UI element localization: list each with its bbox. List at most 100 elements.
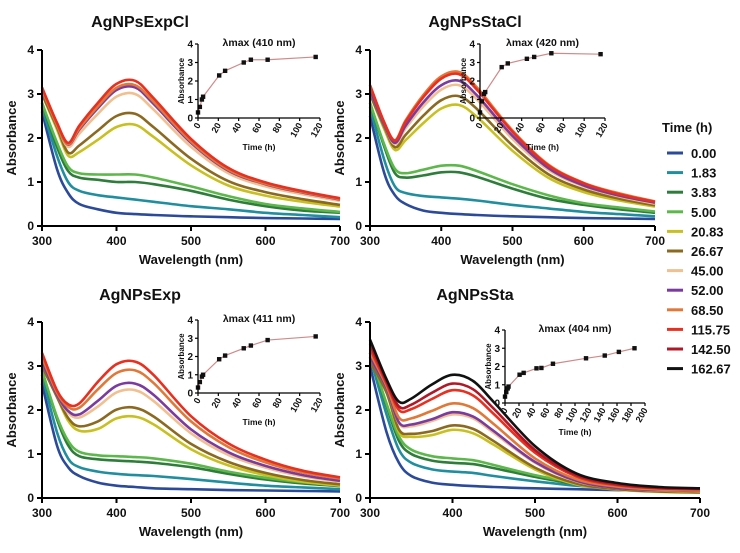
inset-x-tick-label: 60	[534, 121, 548, 135]
inset-point	[534, 366, 539, 371]
legend-item: 0.00	[667, 146, 716, 161]
legend-item: 20.83	[667, 224, 724, 239]
y-tick-label: 3	[355, 359, 362, 373]
inset-x-tick-label: 100	[573, 121, 589, 139]
x-tick-label: 300	[32, 506, 52, 520]
series-line-115.75	[368, 72, 656, 204]
inset-x-tick-label: 80	[554, 121, 568, 135]
legend-label: 68.50	[691, 303, 724, 318]
inset-line	[479, 52, 601, 113]
inset-point	[602, 353, 607, 358]
inset-point	[506, 384, 511, 389]
x-tick-label: 600	[574, 234, 594, 248]
x-tick-label: 500	[502, 234, 522, 248]
inset-x-tick-label: 120	[594, 121, 610, 139]
inset-point	[200, 372, 206, 377]
inset-y-tick-label: 0	[469, 114, 475, 125]
x-tick-label: 300	[360, 506, 380, 520]
inset-x-tick-label: 60	[250, 396, 264, 410]
x-tick-label: 700	[645, 234, 665, 248]
x-axis-label: Wavelength (nm)	[483, 524, 587, 539]
series-line-26.67	[40, 365, 341, 486]
series-line-20.83	[368, 93, 656, 208]
y-tick-label: 1	[355, 447, 362, 461]
y-axis-label: Absorbance	[4, 100, 19, 175]
panel-title: AgNPsStaCl	[428, 14, 521, 31]
series-line-5.00	[368, 102, 656, 213]
inset-y-label: Absorbance	[484, 343, 493, 390]
x-tick-label: 500	[525, 506, 545, 520]
series-line-0.00	[368, 365, 701, 493]
series-line-26.67	[368, 360, 701, 494]
inset-point	[583, 356, 589, 361]
inset-x-tick-label: 100	[288, 396, 304, 414]
inset-point	[504, 389, 509, 395]
y-tick-label: 3	[27, 87, 34, 101]
inset-y-tick-label: 2	[187, 352, 193, 363]
inset-y-tick-label: 3	[187, 58, 193, 69]
series-line-115.75	[40, 352, 341, 479]
x-tick-label: 300	[32, 234, 52, 248]
x-axis-label: Wavelength (nm)	[139, 252, 243, 267]
legend-label: 5.00	[691, 205, 716, 220]
x-tick-label: 300	[360, 234, 380, 248]
y-tick-label: 4	[355, 315, 362, 329]
legend-item: 162.67	[667, 362, 731, 377]
legend-label: 162.67	[691, 362, 731, 377]
y-tick-label: 4	[355, 43, 362, 57]
inset-point	[598, 51, 603, 57]
series-line-20.83	[40, 93, 341, 208]
y-tick-label: 2	[355, 403, 362, 417]
inset-point	[200, 94, 206, 99]
inset-x-tick-label: 120	[578, 406, 594, 424]
x-axis-label: Wavelength (nm)	[460, 252, 564, 267]
series-line-1.83	[368, 106, 656, 218]
inset-x-tick-label: 20	[492, 121, 506, 135]
series-line-45.00	[40, 89, 341, 203]
y-tick-label: 2	[27, 403, 34, 417]
inset-y-tick-label: 0	[494, 399, 500, 410]
inset-x-tick-label: 40	[230, 396, 244, 410]
series-line-0.00	[368, 115, 656, 221]
inset-x-tick-label: 40	[513, 121, 527, 135]
inset-x-tick-label: 20	[209, 121, 223, 135]
inset-title: λmax (420 nm)	[506, 37, 579, 49]
y-tick-label: 4	[27, 43, 34, 57]
legend-label: 45.00	[691, 264, 724, 279]
x-tick-label: 500	[181, 506, 201, 520]
inset-x-tick-label: 0	[499, 406, 510, 415]
series-line-1.83	[40, 106, 341, 219]
inset-point	[241, 346, 246, 351]
legend-label: 52.00	[691, 283, 724, 298]
series-line-26.67	[40, 93, 341, 207]
inset-x-tick-label: 0	[192, 121, 203, 130]
inset-x-label: Time (h)	[559, 427, 592, 437]
inset-y-label: Absorbance	[177, 57, 186, 104]
inset-x-tick-label: 20	[510, 406, 524, 420]
x-tick-label: 600	[255, 234, 275, 248]
legend-label: 0.00	[691, 146, 716, 161]
inset-y-tick-label: 3	[494, 344, 500, 355]
inset-y-label: Absorbance	[459, 57, 468, 104]
y-axis-label: Absorbance	[4, 372, 19, 447]
inset-x-tick-label: 40	[524, 406, 538, 420]
legend-item: 68.50	[667, 303, 724, 318]
legend-item: 142.50	[667, 342, 731, 357]
inset-y-tick-label: 4	[469, 40, 475, 51]
legend-label: 26.67	[691, 244, 724, 259]
series-line-26.67	[368, 93, 656, 207]
inset-point	[616, 349, 622, 355]
inset-point	[197, 379, 203, 385]
y-tick-label: 2	[355, 131, 362, 145]
inset-line	[197, 335, 316, 388]
inset-y-tick-label: 1	[494, 380, 500, 391]
inset-point	[499, 64, 504, 70]
inset-y-tick-label: 0	[187, 389, 193, 400]
inset-point	[265, 337, 270, 343]
x-tick-label: 500	[181, 234, 201, 248]
x-tick-label: 700	[330, 234, 350, 248]
